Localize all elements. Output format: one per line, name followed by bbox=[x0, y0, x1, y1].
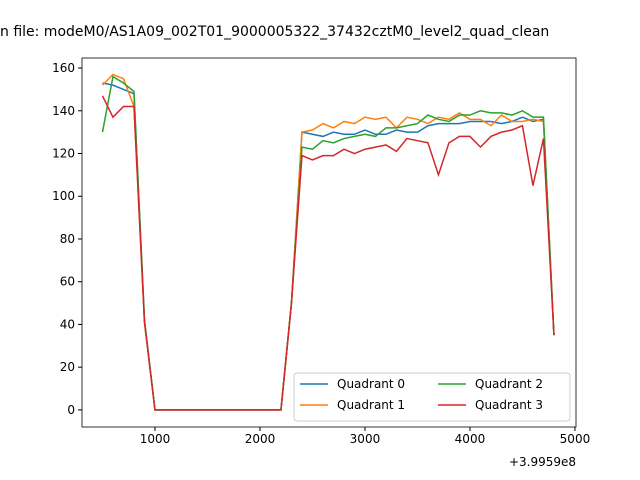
y-tick-label: 120 bbox=[52, 147, 75, 161]
legend-label: Quadrant 0 bbox=[337, 377, 405, 391]
legend-label: Quadrant 1 bbox=[337, 398, 405, 412]
x-offset-label: +3.9959e8 bbox=[509, 455, 576, 469]
y-tick-label: 100 bbox=[52, 189, 75, 203]
y-tick-label: 160 bbox=[52, 61, 75, 75]
legend-box bbox=[293, 372, 571, 422]
x-tick-label: 5000 bbox=[560, 432, 591, 446]
chart-title: n file: modeM0/AS1A09_002T01_9000005322_… bbox=[0, 24, 549, 40]
y-tick-label: 0 bbox=[67, 403, 75, 417]
y-tick-label: 20 bbox=[60, 360, 75, 374]
x-tick-label: 1000 bbox=[140, 432, 171, 446]
series-line bbox=[101, 95, 555, 411]
x-tick-label: 3000 bbox=[350, 432, 381, 446]
legend-label: Quadrant 2 bbox=[475, 377, 543, 391]
series-line bbox=[101, 73, 555, 411]
y-tick-label: 80 bbox=[60, 232, 75, 246]
x-tick-label: 4000 bbox=[455, 432, 486, 446]
y-tick-label: 40 bbox=[60, 317, 75, 331]
series-line bbox=[102, 82, 555, 411]
y-tick-label: 60 bbox=[60, 275, 75, 289]
plot-frame bbox=[81, 57, 577, 428]
series-line bbox=[101, 75, 555, 411]
x-tick-label: 2000 bbox=[245, 432, 276, 446]
legend-label: Quadrant 3 bbox=[475, 398, 543, 412]
y-tick-label: 140 bbox=[52, 104, 75, 118]
